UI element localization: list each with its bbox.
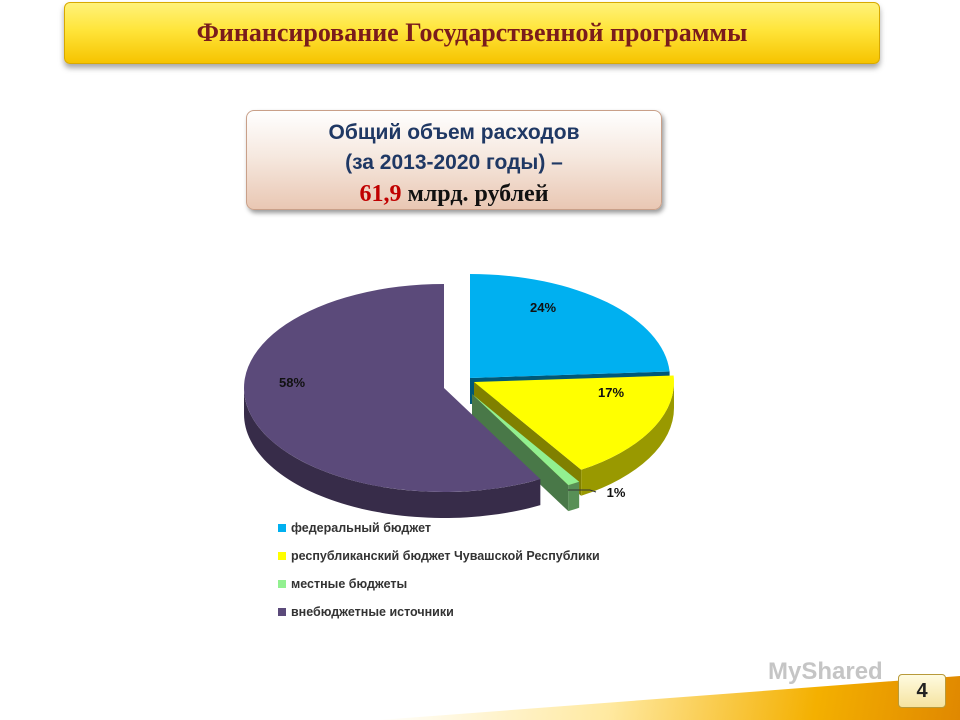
total-amount-value: 61,9	[359, 181, 402, 207]
legend-swatch	[278, 524, 286, 532]
total-expenses-label: Общий объем расходов	[328, 121, 580, 144]
data-label-slice-extrabudget: 58%	[279, 375, 305, 390]
total-expenses-amount: 61,9 млрд. рублей	[247, 178, 661, 210]
legend-label: внебюджетные источники	[291, 605, 454, 619]
legend-label: республиканский бюджет Чувашской Республ…	[291, 549, 600, 563]
total-expenses-box: Общий объем расходов (за 2013-2020 годы)…	[246, 110, 662, 210]
slice-republican-side	[581, 382, 674, 496]
legend-item-federal: федеральный бюджет	[278, 514, 600, 542]
slice-extrabudget-side	[244, 388, 541, 518]
slice-federal	[470, 274, 670, 378]
page-title: Финансирование Государственной программы	[196, 18, 748, 47]
title-banner: Финансирование Государственной программы	[64, 2, 880, 64]
slice-local	[472, 394, 580, 486]
slice-local-side	[568, 481, 580, 512]
slice-local-wall	[472, 394, 569, 512]
legend-swatch	[278, 608, 286, 616]
data-label-slice-federal: 24%	[530, 300, 556, 315]
legend-swatch	[278, 552, 286, 560]
legend-label: местные бюджеты	[291, 577, 408, 591]
slice-republican	[474, 375, 674, 470]
leader-line-local	[568, 489, 597, 493]
total-amount-unit: млрд. рублей	[401, 181, 549, 207]
slice-extrabudget	[243, 284, 541, 493]
legend-item-local: местные бюджеты	[278, 570, 600, 598]
legend-item-republican: республиканский бюджет Чувашской Республ…	[278, 542, 600, 570]
page-number: 4	[898, 674, 946, 708]
legend-label: федеральный бюджет	[291, 521, 431, 535]
watermark: MyShared	[768, 658, 883, 685]
chart-legend: федеральный бюджет республиканский бюдже…	[278, 514, 600, 626]
total-expenses-period: (за 2013-2020 годы) –	[345, 151, 563, 174]
legend-item-extrabudget: внебюджетные источники	[278, 598, 600, 626]
data-label-slice-local: 1%	[607, 485, 626, 500]
legend-swatch	[278, 580, 286, 588]
data-label-slice-republican: 17%	[598, 385, 624, 400]
